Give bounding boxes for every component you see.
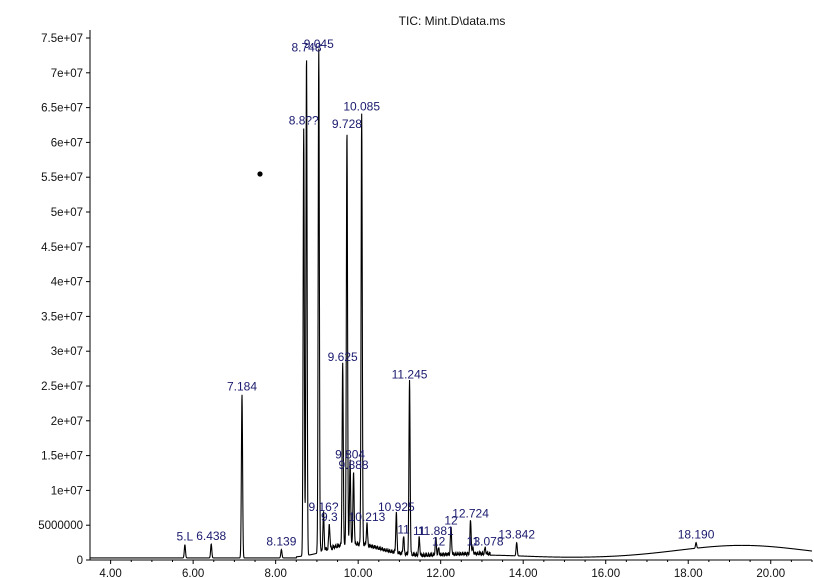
y-tick-label: 4e+07 [51, 277, 83, 289]
peak-label: 9.16? [308, 500, 338, 514]
title-group: TIC: Mint.D\data.ms [399, 14, 506, 28]
peak-label: 9.625 [328, 350, 358, 364]
x-tick-label: 10.00 [344, 568, 373, 578]
y-tick-label: 6e+07 [51, 137, 83, 149]
y-tick-label: 7e+07 [51, 68, 83, 80]
y-tick-label: 6.5e+07 [41, 103, 83, 115]
peak-label: 9.804 [335, 448, 365, 462]
peak-label: 9.045 [304, 37, 334, 51]
y-tick-label: 5e+07 [51, 207, 83, 219]
y-tick-label: 1.5e+07 [41, 451, 83, 463]
y-tick-label: 5000000 [38, 520, 83, 532]
x-tick-label: 16.00 [591, 568, 620, 578]
y-tick-label: 1e+07 [51, 485, 83, 497]
peak-label: 12.724 [452, 507, 489, 521]
peak-label: 13.842 [498, 528, 535, 542]
y-tick-label: 3.5e+07 [41, 311, 83, 323]
x-tick-label: 8.00 [264, 568, 286, 578]
peak-label: 10.213 [349, 510, 386, 524]
y-tick-label: 2e+07 [51, 416, 83, 428]
peak-label: 5.L [177, 530, 194, 544]
peak-label: 8.8?? [289, 113, 319, 127]
y-tick-label: 2.5e+07 [41, 381, 83, 393]
y-tick-label: 4.5e+07 [41, 242, 83, 254]
tic-trace [90, 48, 813, 559]
peak-label: 11 [467, 535, 480, 549]
x-tick-label: 4.00 [99, 568, 121, 578]
peak-label: 9.728 [332, 117, 362, 131]
x-tick-label: 20.00 [756, 568, 785, 578]
peak-label: 12 [432, 535, 446, 549]
peak-label: 9.3 [321, 510, 338, 524]
peak-labels: 5.L 6.4387.1848.1398.8??8.7489.0459.16?9.… [177, 37, 715, 549]
peak-label: 7.184 [227, 379, 257, 393]
x-tick-label: 6.00 [182, 568, 204, 578]
x-tick-label: 18.00 [674, 568, 703, 578]
x-tick-label: 12.00 [426, 568, 455, 578]
x-axis: 4.00 6.00 8.00 10.00 12.00 14.00 16.00 18.00 20.… [99, 560, 813, 578]
peak-label: 9.888 [339, 458, 369, 472]
peak-label: 8.748 [292, 40, 322, 54]
peak-label: 13.078 [467, 535, 504, 549]
peak-label: 12 [444, 514, 458, 528]
stray-dot [257, 171, 263, 177]
y-tick-label: 7.5e+07 [41, 33, 83, 45]
peak-label: 11.245 [392, 368, 428, 382]
peak-label: 11 [397, 523, 410, 537]
peak-label: 8.139 [266, 535, 296, 549]
chart-title: TIC: Mint.D\data.ms [399, 14, 506, 28]
peak-label: 18.190 [678, 528, 715, 542]
peak-label: 11.881 [418, 524, 454, 538]
x-tick-label: 14.00 [509, 568, 538, 578]
plot-frame [89, 30, 812, 561]
y-tick-label: 5.5e+07 [41, 172, 83, 184]
peak-label: 11 [413, 524, 426, 538]
y-tick-label: 3e+07 [51, 346, 83, 358]
peak-label: 10.085 [343, 100, 380, 114]
peak-label: 6.438 [196, 529, 226, 543]
peak-label: 10.925 [378, 500, 415, 514]
y-tick-label: 0 [77, 555, 83, 567]
y-axis: 0 5000000 1e+07 1.5e+07 2e+07 2.5e+07 3e+07 3.5… [38, 33, 90, 567]
